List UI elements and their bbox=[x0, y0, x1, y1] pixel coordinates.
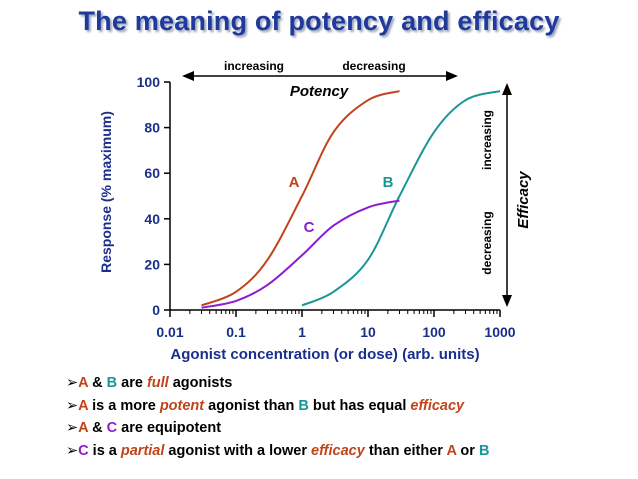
bullet-text-segment: & bbox=[88, 375, 107, 391]
bullet-text-segment: than either bbox=[364, 442, 447, 459]
bullet-text-segment: agonist than bbox=[204, 397, 299, 414]
series-label-c: C bbox=[304, 219, 315, 236]
bullet-text-segment: partial bbox=[120, 442, 165, 459]
bullet-item: ➢A & C are equipotent bbox=[66, 417, 489, 440]
efficacy-arrowhead-bottom bbox=[502, 295, 512, 307]
potency-arrowhead-left bbox=[182, 71, 194, 81]
bullet-text-segment: efficacy bbox=[311, 442, 365, 459]
bullet-item: ➢A & B are full agonists bbox=[66, 372, 489, 395]
y-tick-label: 0 bbox=[152, 302, 160, 318]
bullet-text-segment: are equipotent bbox=[117, 420, 222, 436]
bullet-item: ➢C is a partial agonist with a lower eff… bbox=[66, 440, 489, 463]
efficacy-arrowhead-top bbox=[502, 83, 512, 95]
x-tick-label: 0.1 bbox=[226, 324, 246, 340]
potency-decreasing-label: decreasing bbox=[342, 59, 405, 73]
efficacy-increasing-label: increasing bbox=[480, 110, 494, 170]
bullet-arrow-icon: ➢ bbox=[66, 420, 79, 436]
bullet-text-segment: B bbox=[478, 442, 490, 459]
series-label-a: A bbox=[289, 174, 300, 191]
bullet-text-segment: but has equal bbox=[308, 397, 411, 414]
bullet-text-segment: B bbox=[298, 397, 309, 414]
x-tick-label: 10 bbox=[360, 324, 376, 340]
curve-b bbox=[301, 90, 501, 307]
curve-a bbox=[201, 90, 400, 307]
annotations: increasing decreasing Potency increasing dec… bbox=[182, 59, 532, 307]
bullet-text-segment: A bbox=[446, 442, 457, 459]
bullet-text-segment: B bbox=[106, 375, 118, 391]
bullet-text-segment: is a bbox=[88, 442, 121, 459]
bullet-text-segment: C bbox=[78, 442, 89, 459]
series-label-b: B bbox=[383, 174, 394, 191]
bullet-text-segment: full bbox=[146, 375, 169, 391]
bullet-text-segment: A bbox=[78, 397, 89, 414]
slide-title: The meaning of potency and efficacy bbox=[78, 6, 560, 36]
x-tick-label: 100 bbox=[422, 324, 446, 340]
x-tick-label: 1 bbox=[298, 324, 306, 340]
bullet-text-segment: A bbox=[78, 420, 89, 436]
chart-labels: Agonist concentration (or dose) (arb. un… bbox=[98, 111, 480, 363]
efficacy-decreasing-label: decreasing bbox=[480, 211, 494, 274]
bullet-text-segment: A bbox=[78, 375, 89, 391]
bullet-text-segment: are bbox=[117, 375, 147, 391]
y-axis-label: Response (% maximum) bbox=[98, 111, 114, 273]
bullet-text-segment: efficacy bbox=[410, 397, 465, 414]
y-tick-label: 60 bbox=[144, 165, 160, 181]
curves bbox=[201, 90, 501, 309]
bullet-text-segment: is a more bbox=[88, 397, 160, 414]
potency-arrowhead-right bbox=[446, 71, 458, 81]
potency-increasing-label: increasing bbox=[224, 59, 284, 73]
y-tick-label: 40 bbox=[144, 211, 160, 227]
potency-label: Potency bbox=[290, 83, 349, 100]
curve-c bbox=[201, 199, 400, 309]
bullet-arrow-icon: ➢ bbox=[66, 397, 79, 414]
bullet-text-segment: or bbox=[456, 442, 479, 459]
bullet-text-segment: potent bbox=[159, 397, 205, 414]
bullet-list: ➢A & B are full agonists ➢A is a more pot… bbox=[66, 372, 489, 462]
x-tick-label: 0.01 bbox=[156, 324, 183, 340]
bullet-text-segment: agonist with a lower bbox=[164, 442, 312, 459]
y-tick-label: 100 bbox=[137, 74, 161, 90]
bullet-arrow-icon: ➢ bbox=[66, 375, 79, 391]
axis-ticks: 0 20 40 60 80 100 0.01 0.1 1 10 100 1000 bbox=[137, 74, 516, 340]
efficacy-label: Efficacy bbox=[515, 171, 532, 229]
y-tick-label: 20 bbox=[144, 256, 160, 272]
y-tick-label: 80 bbox=[144, 120, 160, 136]
x-axis-label: Agonist concentration (or dose) (arb. un… bbox=[170, 346, 479, 363]
bullet-text-segment: C bbox=[106, 420, 118, 436]
axes bbox=[169, 82, 500, 311]
bullet-item: ➢A is a more potent agonist than B but h… bbox=[66, 395, 489, 418]
bullet-arrow-icon: ➢ bbox=[66, 442, 79, 459]
x-tick-label: 1000 bbox=[484, 324, 515, 340]
bullet-text-segment: & bbox=[88, 420, 107, 436]
bullet-text-segment: agonists bbox=[168, 375, 233, 391]
